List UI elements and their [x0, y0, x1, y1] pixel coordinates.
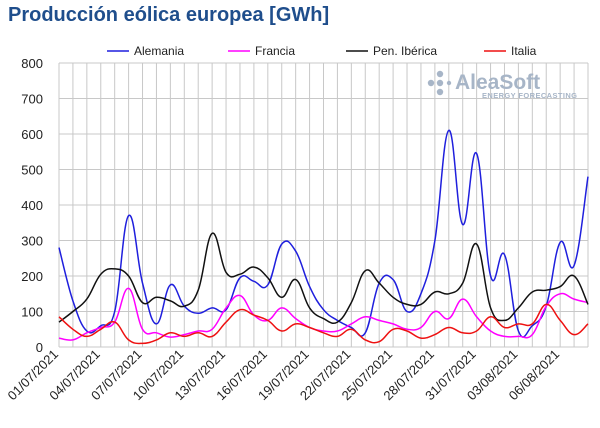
logo-text: AleaSoft: [455, 71, 540, 94]
y-tick-label: 400: [21, 198, 43, 213]
series-lines: [58, 129, 589, 345]
series-line-alemania: [58, 129, 589, 338]
chart-title: Producción eólica europea [GWh]: [8, 4, 330, 26]
y-tick-label: 300: [21, 234, 43, 249]
y-tick-label: 800: [21, 56, 43, 71]
logo-subtext: ENERGY FORECASTING: [482, 91, 577, 100]
y-tick-label: 200: [21, 269, 43, 284]
series-line-francia: [58, 287, 589, 341]
y-tick-label: 0: [36, 340, 43, 355]
gridlines: [58, 62, 589, 348]
legend-label: Alemania: [134, 44, 184, 58]
series-line-italia: [58, 303, 589, 345]
aleasoft-logo: AleaSoft ENERGY FORECASTING: [427, 70, 577, 100]
y-axis-ticks: 0 100 200 300 400 500 600 700 800: [21, 56, 43, 355]
legend-label: Italia: [511, 44, 537, 58]
x-axis-ticks: 01/07/202104/07/202107/07/202110/07/2021…: [4, 347, 562, 404]
y-tick-label: 500: [21, 163, 43, 178]
series-line-pen-ib-rica: [58, 232, 589, 325]
logo-mark-icon: [427, 70, 452, 96]
legend-label: Francia: [255, 44, 295, 58]
y-tick-label: 600: [21, 127, 43, 142]
legend: Alemania Francia Pen. Ibérica Italia: [107, 44, 537, 58]
y-tick-label: 100: [21, 305, 43, 320]
legend-label: Pen. Ibérica: [373, 44, 437, 58]
y-tick-label: 700: [21, 92, 43, 107]
